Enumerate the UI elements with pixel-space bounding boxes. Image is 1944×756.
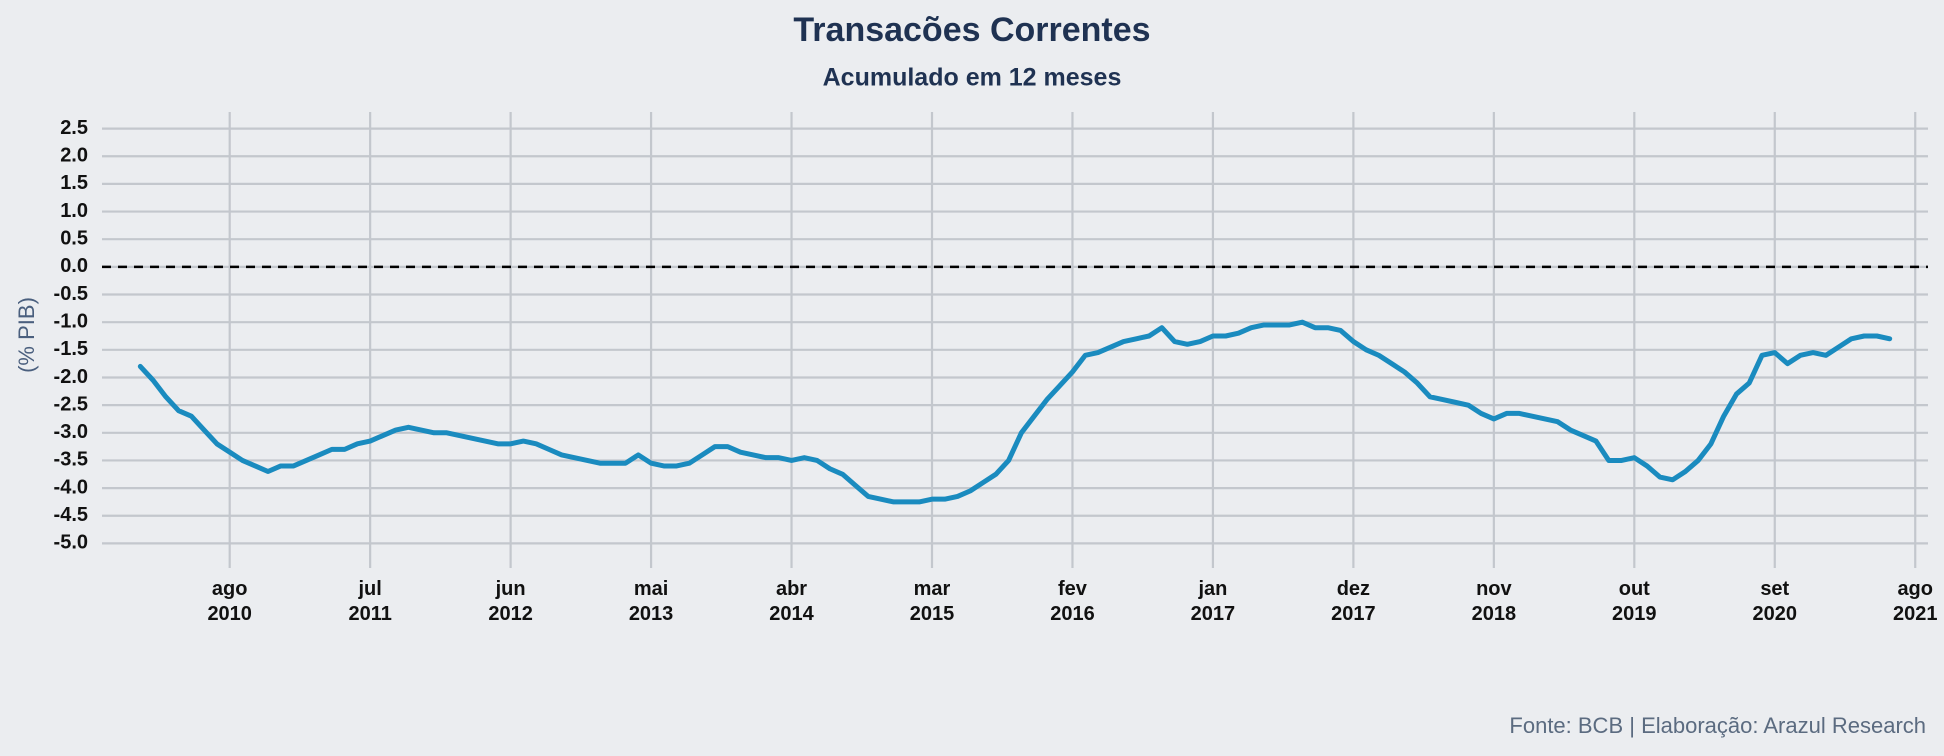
y-tick-label: 1.0 xyxy=(60,200,88,222)
x-tick-label: nov 2018 xyxy=(1472,578,1517,625)
chart-subtitle: Acumulado em 12 meses xyxy=(823,64,1122,92)
y-tick-label: -5.0 xyxy=(54,532,88,554)
x-tick-label: jun 2012 xyxy=(488,578,533,625)
x-tick-label: jul 2011 xyxy=(348,578,391,625)
y-tick-label: 0.5 xyxy=(60,227,88,249)
x-tick-label: abr 2014 xyxy=(769,578,814,625)
y-tick-label: -1.5 xyxy=(54,338,88,360)
chart-title: Transacões Correntes xyxy=(793,11,1150,49)
y-axis-label: (% PIB) xyxy=(14,297,39,373)
x-tick-label: dez 2017 xyxy=(1331,578,1376,625)
y-tick-label: -0.5 xyxy=(54,283,88,305)
y-tick-label: -3.0 xyxy=(54,421,88,443)
y-tick-label: 0.0 xyxy=(60,255,88,277)
x-tick-label: mai 2013 xyxy=(629,578,674,625)
y-tick-label: -4.0 xyxy=(54,476,88,498)
caption: Fonte: BCB | Elaboração: Arazul Research xyxy=(1509,713,1926,738)
y-tick-label: 2.5 xyxy=(60,117,88,139)
y-tick-label: -4.5 xyxy=(54,504,88,526)
y-tick-label: 1.5 xyxy=(60,172,88,194)
x-tick-label: ago 2010 xyxy=(207,578,252,625)
x-tick-label: out 2019 xyxy=(1612,578,1657,625)
x-tick-label: ago 2021 xyxy=(1893,578,1938,625)
data-line xyxy=(137,319,1893,505)
y-tick-label: -2.0 xyxy=(54,366,88,388)
y-tick-label: 2.0 xyxy=(60,145,88,167)
y-tick-label: -1.0 xyxy=(54,310,88,332)
y-tick-label: -3.5 xyxy=(54,449,88,471)
x-tick-label: set 2020 xyxy=(1753,578,1798,625)
y-tick-label: -2.5 xyxy=(54,393,88,415)
x-tick-label: fev 2016 xyxy=(1050,578,1095,625)
x-tick-label: jan 2017 xyxy=(1191,578,1236,625)
x-tick-label: mar 2015 xyxy=(910,578,955,625)
